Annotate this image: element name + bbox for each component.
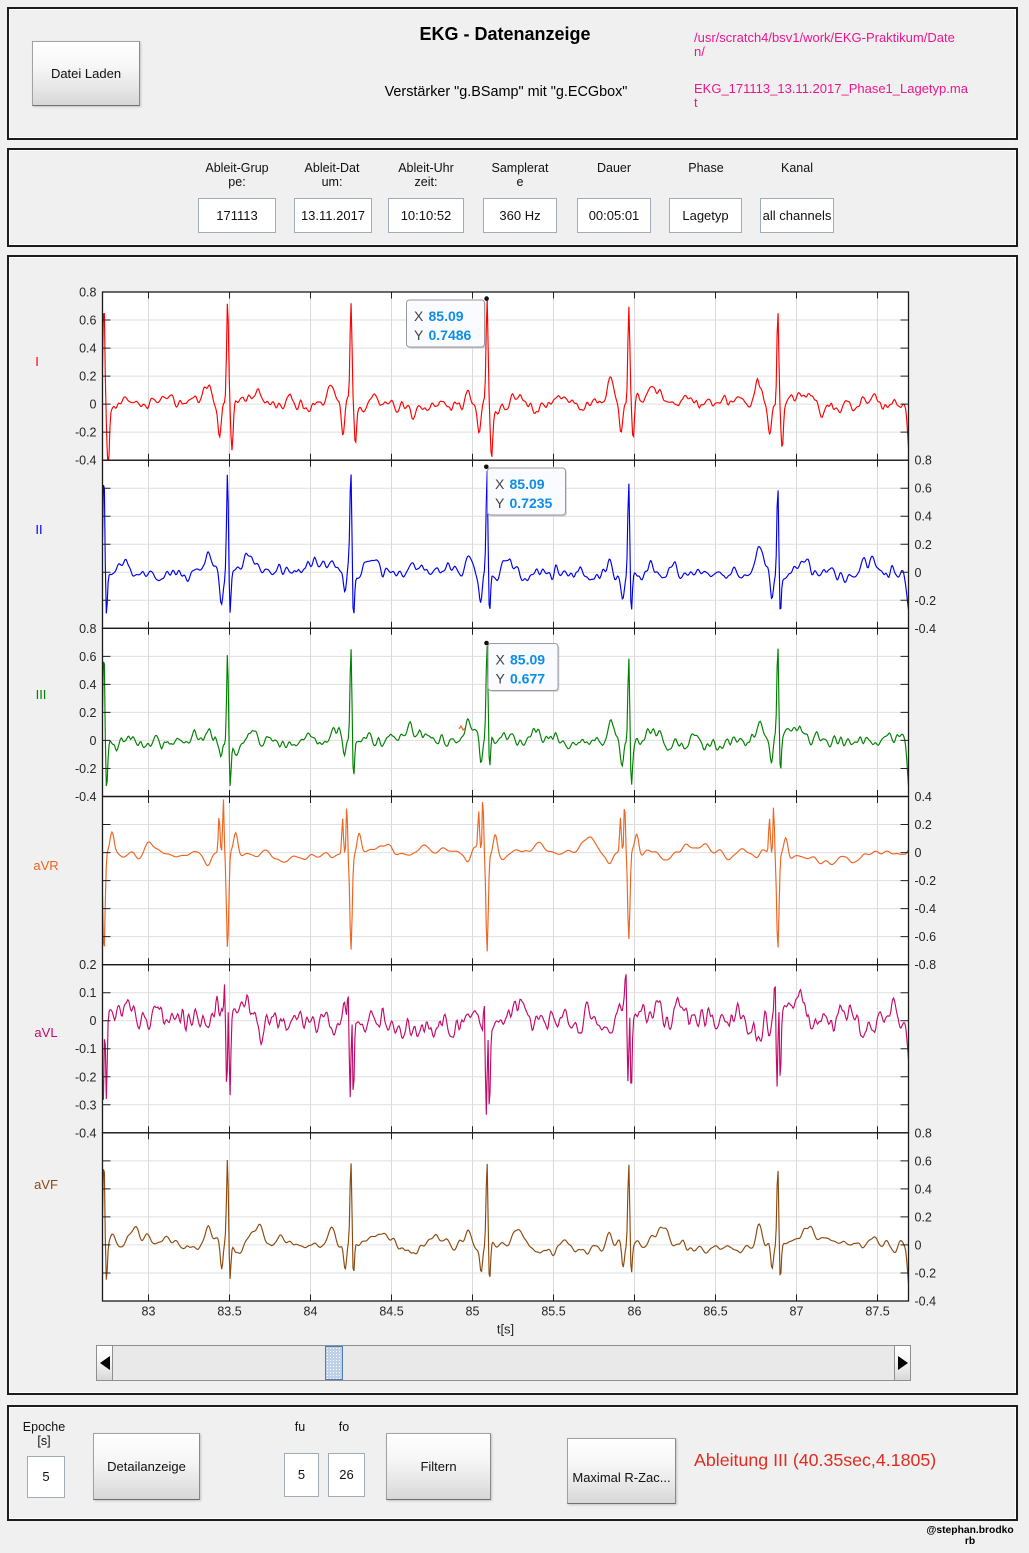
- svg-text:0: 0: [90, 734, 97, 748]
- svg-text:0.6: 0.6: [79, 650, 96, 664]
- svg-text:0.1: 0.1: [79, 986, 96, 1000]
- svg-text:0: 0: [90, 398, 97, 412]
- svg-text:0.8: 0.8: [915, 1126, 932, 1140]
- svg-text:0: 0: [915, 1238, 922, 1252]
- svg-text:-0.4: -0.4: [915, 622, 937, 636]
- svg-text:-0.2: -0.2: [915, 594, 937, 608]
- svg-text:0.8: 0.8: [79, 622, 96, 636]
- svg-text:85.09: 85.09: [429, 308, 464, 324]
- svg-text:-0.4: -0.4: [915, 902, 937, 916]
- svg-text:-0.4: -0.4: [75, 790, 97, 804]
- svg-text:0.6: 0.6: [79, 314, 96, 328]
- svg-text:0.6: 0.6: [915, 482, 932, 496]
- svg-text:0: 0: [90, 1014, 97, 1028]
- svg-text:0.2: 0.2: [915, 1210, 932, 1224]
- svg-text:Y: Y: [414, 327, 424, 343]
- svg-text:85.09: 85.09: [510, 652, 545, 668]
- svg-text:-0.2: -0.2: [915, 1267, 937, 1281]
- svg-text:-0.4: -0.4: [915, 1295, 937, 1309]
- svg-text:83: 83: [142, 1305, 156, 1319]
- svg-text:0.8: 0.8: [915, 454, 932, 468]
- svg-text:-0.2: -0.2: [75, 426, 97, 440]
- svg-text:0.2: 0.2: [915, 818, 932, 832]
- svg-text:0.4: 0.4: [915, 1182, 932, 1196]
- svg-text:0: 0: [915, 846, 922, 860]
- svg-text:0.2: 0.2: [915, 538, 932, 552]
- svg-text:0.8: 0.8: [79, 286, 96, 300]
- svg-text:0.4: 0.4: [915, 510, 932, 524]
- svg-text:-0.3: -0.3: [75, 1098, 97, 1112]
- svg-text:0.4: 0.4: [915, 790, 932, 804]
- svg-text:0.2: 0.2: [79, 706, 96, 720]
- svg-text:-0.2: -0.2: [75, 762, 97, 776]
- svg-text:aVF: aVF: [34, 1177, 58, 1192]
- svg-text:85: 85: [466, 1305, 480, 1319]
- svg-text:84.5: 84.5: [379, 1305, 403, 1319]
- svg-text:84: 84: [304, 1305, 318, 1319]
- svg-text:0.7235: 0.7235: [510, 495, 553, 511]
- svg-text:0.2: 0.2: [79, 958, 96, 972]
- svg-text:aVL: aVL: [34, 1025, 57, 1040]
- svg-text:86: 86: [628, 1305, 642, 1319]
- svg-text:85.09: 85.09: [510, 476, 545, 492]
- svg-text:III: III: [36, 687, 47, 702]
- svg-text:X: X: [414, 308, 424, 324]
- svg-text:t[s]: t[s]: [497, 1322, 514, 1337]
- svg-text:0.7486: 0.7486: [429, 327, 472, 343]
- svg-text:I: I: [35, 354, 39, 369]
- svg-text:0: 0: [915, 566, 922, 580]
- svg-text:-0.1: -0.1: [75, 1042, 97, 1056]
- svg-text:0.6: 0.6: [915, 1154, 932, 1168]
- svg-text:87.5: 87.5: [865, 1305, 889, 1319]
- svg-text:-0.6: -0.6: [915, 930, 937, 944]
- svg-text:-0.8: -0.8: [915, 958, 937, 972]
- svg-text:-0.2: -0.2: [915, 874, 937, 888]
- svg-text:87: 87: [790, 1305, 804, 1319]
- svg-text:0.2: 0.2: [79, 370, 96, 384]
- svg-text:85.5: 85.5: [541, 1305, 565, 1319]
- svg-text:X: X: [495, 476, 505, 492]
- svg-text:86.5: 86.5: [703, 1305, 727, 1319]
- svg-text:-0.4: -0.4: [75, 1126, 97, 1140]
- svg-text:0.4: 0.4: [79, 678, 96, 692]
- svg-text:II: II: [35, 522, 42, 537]
- svg-text:83.5: 83.5: [217, 1305, 241, 1319]
- svg-text:-0.2: -0.2: [75, 1070, 97, 1084]
- svg-text:-0.4: -0.4: [75, 454, 97, 468]
- svg-text:Y: Y: [495, 495, 505, 511]
- svg-text:aVR: aVR: [33, 858, 58, 873]
- svg-text:0.677: 0.677: [510, 671, 545, 687]
- svg-text:X: X: [496, 652, 506, 668]
- svg-text:0.4: 0.4: [79, 342, 96, 356]
- svg-text:Y: Y: [496, 671, 506, 687]
